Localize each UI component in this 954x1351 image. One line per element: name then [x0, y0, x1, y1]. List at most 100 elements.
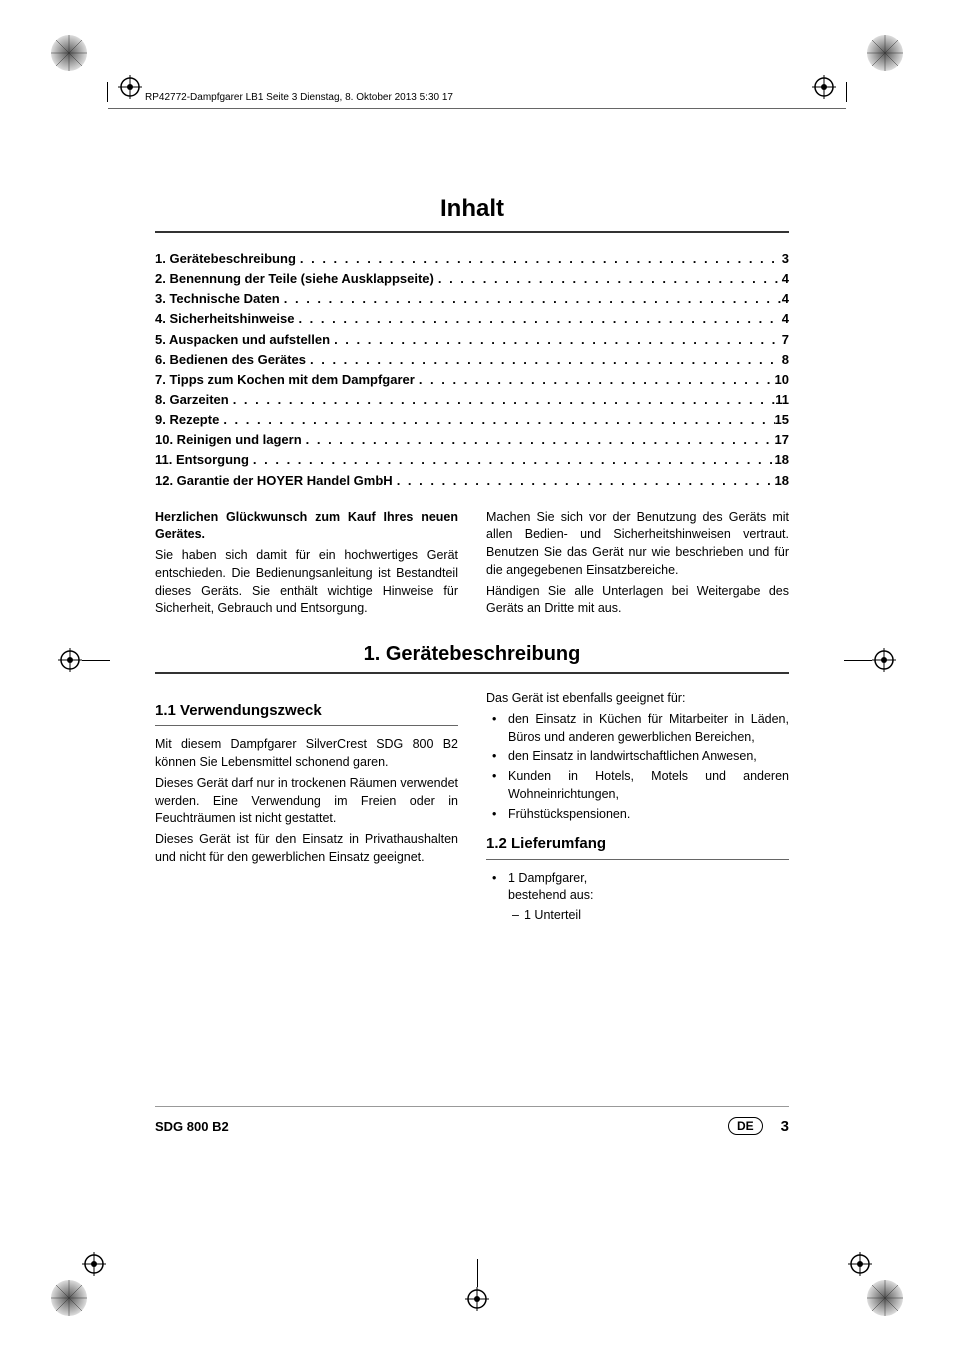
toc-label: 6. Bedienen des Gerätes	[155, 350, 306, 370]
crop-target-right	[872, 648, 896, 672]
section-columns: 1.1 Verwendungszweck Mit diesem Dampfgar…	[155, 690, 789, 925]
bullet-list: den Einsatz in Küchen für Mitarbeiter in…	[486, 711, 789, 824]
toc-row: 10. Reinigen und lagern . . . . . . . . …	[155, 430, 789, 450]
toc-dots: . . . . . . . . . . . . . . . . . . . . …	[415, 370, 775, 390]
crop-target-bottom	[465, 1287, 489, 1311]
list-item-text: 1 Dampfgarer,	[508, 871, 587, 885]
page-content: Inhalt 1. Gerätebeschreibung . . . . . .…	[155, 195, 789, 1151]
toc-row: 5. Auspacken und aufstellen . . . . . . …	[155, 330, 789, 350]
toc-label: 8. Garzeiten	[155, 390, 229, 410]
toc-page: 17	[775, 430, 789, 450]
toc-page: 18	[775, 471, 789, 491]
page-footer: SDG 800 B2 DE 3	[155, 1106, 789, 1135]
body-paragraph: Dieses Gerät darf nur in trockenen Räume…	[155, 775, 458, 828]
toc-page: 4	[782, 269, 789, 289]
subsection-title: 1.2 Lieferumfang	[486, 833, 789, 854]
toc-row: 8. Garzeiten . . . . . . . . . . . . . .…	[155, 390, 789, 410]
toc-dots: . . . . . . . . . . . . . . . . . . . . …	[219, 410, 774, 430]
toc-dots: . . . . . . . . . . . . . . . . . . . . …	[296, 249, 782, 269]
header-border	[108, 108, 846, 109]
crop-inner-line	[107, 82, 108, 102]
toc-row: 7. Tipps zum Kochen mit dem Dampfgarer .…	[155, 370, 789, 390]
toc-label: 2. Benennung der Teile (siehe Ausklappse…	[155, 269, 434, 289]
toc-page: 3	[782, 249, 789, 269]
toc-dots: . . . . . . . . . . . . . . . . . . . . …	[280, 289, 782, 309]
crop-line-right	[844, 660, 872, 661]
toc-label: 9. Rezepte	[155, 410, 219, 430]
main-title: Inhalt	[155, 195, 789, 223]
toc-row: 4. Sicherheitshinweise . . . . . . . . .…	[155, 309, 789, 329]
intro-paragraph: Händigen Sie alle Unterlagen bei Weiterg…	[486, 583, 789, 619]
toc-row: 6. Bedienen des Gerätes . . . . . . . . …	[155, 350, 789, 370]
body-paragraph: Mit diesem Dampfgarer SilverCrest SDG 80…	[155, 736, 458, 772]
list-item-sub: bestehend aus:	[508, 888, 594, 902]
subsection-rule	[155, 725, 458, 726]
toc-label: 7. Tipps zum Kochen mit dem Dampfgarer	[155, 370, 415, 390]
toc-row: 2. Benennung der Teile (siehe Ausklappse…	[155, 269, 789, 289]
intro-paragraph: Machen Sie sich vor der Benutzung des Ge…	[486, 509, 789, 580]
toc-row: 3. Technische Daten . . . . . . . . . . …	[155, 289, 789, 309]
crop-inner-line	[846, 82, 847, 102]
footer-model: SDG 800 B2	[155, 1119, 229, 1134]
toc-row: 9. Rezepte . . . . . . . . . . . . . . .…	[155, 410, 789, 430]
intro-bold: Herzlichen Glückwunsch zum Kauf Ihres ne…	[155, 509, 458, 545]
toc-dots: . . . . . . . . . . . . . . . . . . . . …	[330, 330, 782, 350]
intro-left: Herzlichen Glückwunsch zum Kauf Ihres ne…	[155, 509, 458, 622]
toc-label: 5. Auspacken und aufstellen	[155, 330, 330, 350]
toc-dots: . . . . . . . . . . . . . . . . . . . . …	[294, 309, 781, 329]
crop-target-inner-bl	[82, 1252, 106, 1276]
crop-line-bottom	[477, 1259, 478, 1287]
intro-right: Machen Sie sich vor der Benutzung des Ge…	[486, 509, 789, 622]
sub-item: 1 Unterteil	[486, 907, 789, 925]
crop-line-left	[82, 660, 110, 661]
toc-label: 10. Reinigen und lagern	[155, 430, 302, 450]
toc-row: 12. Garantie der HOYER Handel GmbH . . .…	[155, 471, 789, 491]
footer-right: DE 3	[728, 1117, 789, 1135]
crop-target-inner-tl	[118, 75, 142, 99]
list-item: 1 Dampfgarer, bestehend aus:	[486, 870, 789, 906]
subsection-title: 1.1 Verwendungszweck	[155, 700, 458, 721]
crop-target-inner-tr	[812, 75, 836, 99]
toc-dots: . . . . . . . . . . . . . . . . . . . . …	[393, 471, 775, 491]
section-right: Das Gerät ist ebenfalls geeignet für: de…	[486, 690, 789, 925]
crop-target-left	[58, 648, 82, 672]
intro-paragraph: Sie haben sich damit für ein hochwertige…	[155, 547, 458, 618]
list-item: Frühstückspensionen.	[486, 806, 789, 824]
toc-page: 10	[775, 370, 789, 390]
toc-label: 12. Garantie der HOYER Handel GmbH	[155, 471, 393, 491]
toc-page: 11	[775, 390, 789, 410]
toc-page: 15	[775, 410, 789, 430]
table-of-contents: 1. Gerätebeschreibung . . . . . . . . . …	[155, 249, 789, 491]
toc-page: 4	[782, 289, 789, 309]
section-title: 1. Gerätebeschreibung	[155, 643, 789, 666]
toc-label: 1. Gerätebeschreibung	[155, 249, 296, 269]
toc-dots: . . . . . . . . . . . . . . . . . . . . …	[434, 269, 782, 289]
toc-page: 7	[782, 330, 789, 350]
list-item: den Einsatz in landwirtschaftlichen Anwe…	[486, 748, 789, 766]
toc-row: 11. Entsorgung . . . . . . . . . . . . .…	[155, 450, 789, 470]
body-paragraph: Das Gerät ist ebenfalls geeignet für:	[486, 690, 789, 708]
list-item: den Einsatz in Küchen für Mitarbeiter in…	[486, 711, 789, 747]
bullet-list: 1 Dampfgarer, bestehend aus:	[486, 870, 789, 906]
toc-page: 18	[775, 450, 789, 470]
toc-dots: . . . . . . . . . . . . . . . . . . . . …	[229, 390, 776, 410]
section-rule	[155, 672, 789, 674]
toc-page: 4	[782, 309, 789, 329]
print-header: RP42772-Dampfgarer LB1 Seite 3 Dienstag,…	[145, 92, 453, 103]
crop-target-inner-br	[848, 1252, 872, 1276]
registration-mark-tr	[860, 28, 910, 78]
registration-mark-br	[860, 1273, 910, 1323]
toc-dots: . . . . . . . . . . . . . . . . . . . . …	[249, 450, 775, 470]
list-item: Kunden in Hotels, Motels und anderen Woh…	[486, 768, 789, 804]
registration-mark-tl	[44, 28, 94, 78]
toc-dots: . . . . . . . . . . . . . . . . . . . . …	[302, 430, 775, 450]
section-left: 1.1 Verwendungszweck Mit diesem Dampfgar…	[155, 690, 458, 925]
toc-label: 11. Entsorgung	[155, 450, 249, 470]
page-number: 3	[781, 1118, 789, 1135]
registration-mark-bl	[44, 1273, 94, 1323]
language-badge: DE	[728, 1117, 763, 1135]
body-paragraph: Dieses Gerät ist für den Einsatz in Priv…	[155, 831, 458, 867]
subsection-rule	[486, 859, 789, 860]
toc-row: 1. Gerätebeschreibung . . . . . . . . . …	[155, 249, 789, 269]
title-rule	[155, 231, 789, 233]
